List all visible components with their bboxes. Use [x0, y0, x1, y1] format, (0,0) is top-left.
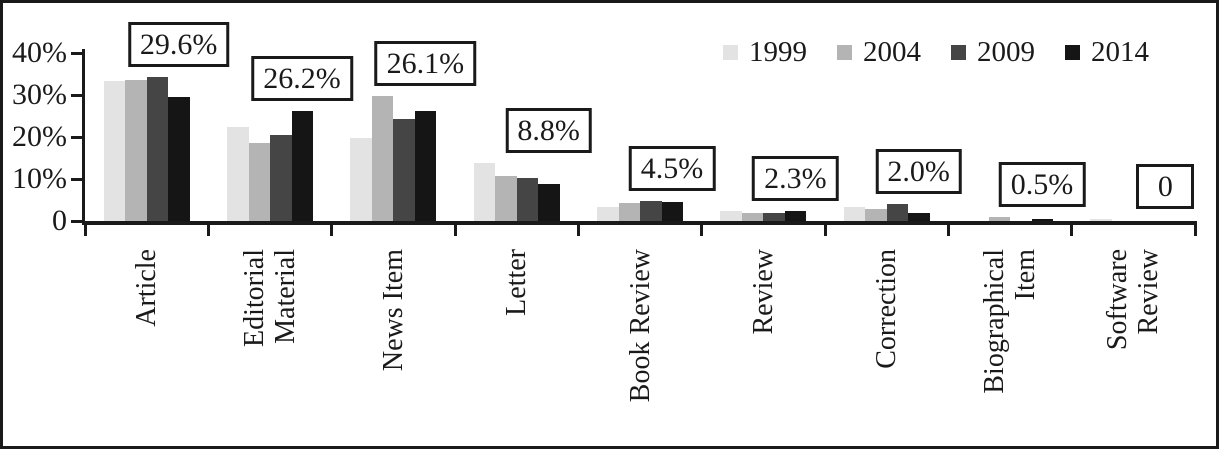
category-label-line: Correction [871, 249, 903, 369]
x-axis-tick [946, 225, 950, 236]
bar-1999-article [103, 81, 126, 221]
data-label-box: 2.3% [752, 155, 839, 201]
bar-1999-review [720, 210, 742, 221]
bar-2004-review [741, 213, 764, 221]
bar-2009-editorial-material [270, 134, 292, 221]
bar-2004-editorial-material [248, 143, 270, 221]
y-axis-tick [71, 178, 85, 181]
data-label-box: 8.8% [505, 107, 592, 153]
x-axis [82, 221, 1197, 225]
y-tick-label: 30% [12, 78, 67, 111]
bar-2009-correction [886, 203, 909, 221]
legend-label: 2009 [977, 36, 1035, 68]
bar-1999-letter [473, 162, 496, 221]
bar-2014-editorial-material [291, 110, 313, 221]
data-label-box: 0 [1136, 163, 1195, 209]
bar-2004-letter [495, 176, 517, 221]
bar-2014-book-review [661, 202, 683, 221]
y-tick-label: 10% [12, 162, 67, 195]
y-tick-label: 40% [12, 36, 67, 69]
bar-2014-review [784, 211, 807, 221]
category-label: Letter [501, 249, 532, 434]
legend-item-2009: 2009 [951, 38, 1035, 67]
category-label-line: Review [1133, 249, 1165, 335]
bar-2004-correction [865, 209, 887, 221]
data-label-box: 2.0% [875, 148, 962, 194]
bar-2009-review [763, 212, 785, 221]
bar-2014-correction [908, 212, 930, 221]
bar-2014-article [168, 96, 190, 221]
bar-2009-book-review [640, 200, 662, 221]
category-label-line: Article [131, 249, 163, 327]
legend-item-2004: 2004 [837, 38, 921, 67]
category-label-line: Item [1010, 249, 1041, 301]
y-axis-tick [71, 136, 85, 139]
category-label-line: Software [1102, 249, 1134, 351]
legend: 1999 2004 2009 2014 [723, 38, 1149, 67]
category-label: Book Review [625, 249, 656, 434]
category-label: Correction [871, 249, 902, 434]
x-axis-tick [453, 225, 457, 236]
category-label-line: Editorial [239, 249, 270, 347]
bar-1999-editorial-material [227, 126, 249, 221]
category-label-line: Letter [501, 249, 533, 316]
x-axis-tick [576, 225, 580, 236]
data-label-box: 26.1% [374, 40, 477, 86]
bar-2009-article [146, 76, 169, 221]
legend-label: 1999 [749, 36, 807, 68]
x-axis-tick [206, 225, 210, 236]
bar-2014-biographical-item [1031, 218, 1053, 221]
bar-2004-news-item [371, 95, 394, 221]
bar-2004-biographical-item [988, 217, 1010, 221]
data-label-box: 26.2% [251, 55, 353, 101]
x-axis-tick [1193, 225, 1197, 236]
y-tick-label: 0 [52, 204, 67, 237]
bar-1999-news-item [350, 138, 372, 221]
category-label-line: News Item [377, 249, 409, 372]
bar-2004-book-review [618, 202, 640, 221]
legend-item-1999: 1999 [723, 38, 807, 67]
y-tick-label: 20% [12, 120, 67, 153]
legend-item-2014: 2014 [1065, 38, 1149, 67]
bar-1999-book-review [597, 206, 619, 221]
category-label: Biographical Item [979, 249, 1041, 434]
legend-swatch-1999 [723, 45, 738, 60]
x-axis-tick [823, 225, 827, 236]
category-label-line: Review [747, 249, 779, 335]
bar-2014-letter [538, 184, 560, 221]
category-label: Editorial Material [239, 249, 301, 434]
bar-2009-news-item [393, 118, 415, 221]
legend-label: 2004 [863, 36, 921, 68]
category-label: Software Review [1102, 249, 1164, 434]
y-axis-tick [71, 52, 85, 55]
x-axis-tick [330, 225, 334, 236]
y-axis-tick [71, 220, 85, 223]
bar-1999-software-review [1090, 218, 1112, 221]
category-label-line: Material [270, 249, 301, 344]
legend-swatch-2014 [1065, 45, 1080, 60]
category-label: Review [748, 249, 779, 434]
x-axis-tick [700, 225, 704, 236]
data-label-box: 0.5% [998, 162, 1086, 208]
legend-swatch-2004 [837, 45, 852, 60]
bar-2004-article [125, 80, 147, 221]
data-label-box: 29.6% [127, 21, 230, 67]
bar-2014-news-item [414, 111, 437, 221]
x-axis-tick [83, 225, 87, 236]
y-axis-tick [71, 94, 85, 97]
bar-1999-correction [843, 207, 866, 221]
category-label: News Item [378, 249, 409, 434]
category-label: Article [131, 249, 162, 434]
x-axis-tick [1070, 225, 1074, 236]
legend-label: 2014 [1091, 36, 1149, 68]
bar-2009-letter [516, 178, 539, 221]
category-label-line: Biographical [979, 249, 1010, 394]
data-label-box: 4.5% [628, 145, 716, 191]
legend-swatch-2009 [951, 45, 966, 60]
category-label-line: Book Review [624, 249, 656, 403]
